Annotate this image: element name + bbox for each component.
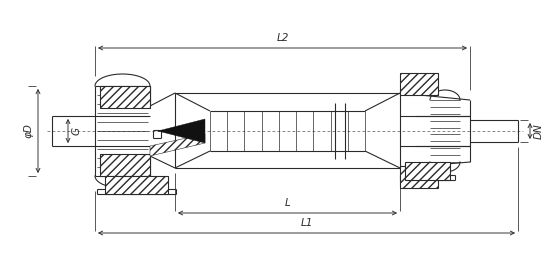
Bar <box>400 166 438 188</box>
Polygon shape <box>158 119 205 143</box>
Text: L1: L1 <box>300 218 313 228</box>
Text: L2: L2 <box>276 33 289 43</box>
Text: DN: DN <box>534 123 544 139</box>
Bar <box>105 176 168 194</box>
Bar <box>100 154 150 176</box>
Bar <box>405 162 450 180</box>
Bar <box>100 86 150 108</box>
Polygon shape <box>150 134 205 156</box>
Text: L: L <box>285 198 290 208</box>
Bar <box>400 73 438 95</box>
Text: G: G <box>72 127 82 135</box>
Text: φD: φD <box>23 123 33 138</box>
